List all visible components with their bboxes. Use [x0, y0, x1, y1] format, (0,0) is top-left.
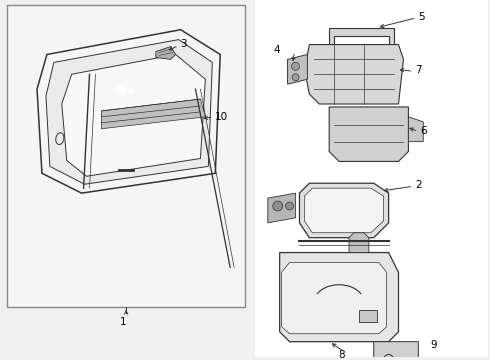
Bar	[255, 0, 488, 356]
Text: 3: 3	[181, 39, 187, 49]
Polygon shape	[46, 40, 212, 184]
Polygon shape	[288, 54, 307, 84]
Circle shape	[129, 89, 134, 94]
Polygon shape	[304, 45, 403, 104]
Circle shape	[286, 202, 294, 210]
Polygon shape	[62, 54, 205, 176]
Bar	[7, 5, 245, 307]
Text: 4: 4	[273, 45, 280, 54]
Text: 6: 6	[420, 126, 427, 136]
Polygon shape	[374, 342, 418, 360]
Text: 8: 8	[338, 350, 344, 360]
Polygon shape	[299, 183, 389, 238]
Text: 2: 2	[416, 180, 422, 190]
Polygon shape	[329, 107, 408, 161]
Circle shape	[292, 62, 299, 70]
Polygon shape	[349, 233, 369, 253]
Polygon shape	[156, 46, 176, 59]
Polygon shape	[101, 99, 205, 129]
Text: 10: 10	[215, 112, 228, 122]
Polygon shape	[280, 253, 398, 342]
Text: 7: 7	[416, 65, 422, 75]
Polygon shape	[329, 28, 393, 46]
Circle shape	[273, 201, 283, 211]
Circle shape	[117, 85, 125, 93]
Text: 1: 1	[120, 317, 126, 327]
Polygon shape	[268, 193, 295, 223]
Polygon shape	[304, 188, 384, 233]
Circle shape	[292, 74, 299, 81]
Text: 5: 5	[418, 12, 425, 22]
Text: 9: 9	[430, 339, 437, 350]
Bar	[359, 310, 377, 322]
Polygon shape	[408, 117, 423, 141]
Polygon shape	[282, 262, 387, 334]
